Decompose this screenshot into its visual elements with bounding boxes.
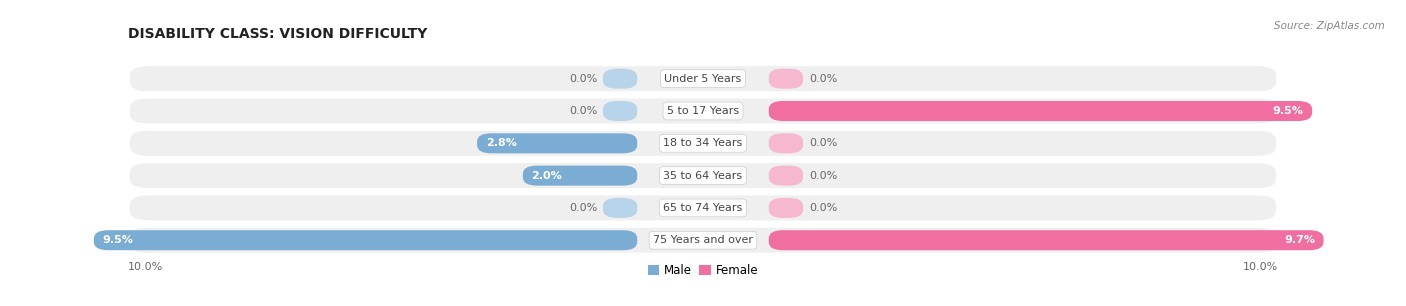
FancyBboxPatch shape xyxy=(94,230,637,250)
FancyBboxPatch shape xyxy=(603,198,637,218)
FancyBboxPatch shape xyxy=(128,226,1278,254)
FancyBboxPatch shape xyxy=(769,133,803,153)
Legend: Male, Female: Male, Female xyxy=(643,259,763,282)
FancyBboxPatch shape xyxy=(128,65,1278,93)
FancyBboxPatch shape xyxy=(128,194,1278,222)
Text: Under 5 Years: Under 5 Years xyxy=(665,74,741,84)
Text: 0.0%: 0.0% xyxy=(569,74,598,84)
FancyBboxPatch shape xyxy=(603,69,637,89)
FancyBboxPatch shape xyxy=(769,101,1312,121)
Text: 65 to 74 Years: 65 to 74 Years xyxy=(664,203,742,213)
Text: 75 Years and over: 75 Years and over xyxy=(652,235,754,245)
Text: 0.0%: 0.0% xyxy=(808,138,837,148)
Text: 2.8%: 2.8% xyxy=(485,138,516,148)
FancyBboxPatch shape xyxy=(523,166,637,186)
Text: 2.0%: 2.0% xyxy=(531,171,562,181)
Text: 18 to 34 Years: 18 to 34 Years xyxy=(664,138,742,148)
FancyBboxPatch shape xyxy=(769,198,803,218)
Text: 9.7%: 9.7% xyxy=(1284,235,1315,245)
Text: 0.0%: 0.0% xyxy=(808,171,837,181)
Text: 0.0%: 0.0% xyxy=(569,106,598,116)
FancyBboxPatch shape xyxy=(128,161,1278,190)
FancyBboxPatch shape xyxy=(603,101,637,121)
Text: 0.0%: 0.0% xyxy=(808,74,837,84)
FancyBboxPatch shape xyxy=(128,129,1278,158)
Text: 0.0%: 0.0% xyxy=(808,203,837,213)
FancyBboxPatch shape xyxy=(769,230,1323,250)
Text: Source: ZipAtlas.com: Source: ZipAtlas.com xyxy=(1274,21,1385,32)
Text: 5 to 17 Years: 5 to 17 Years xyxy=(666,106,740,116)
Text: 9.5%: 9.5% xyxy=(1272,106,1303,116)
Text: 9.5%: 9.5% xyxy=(103,235,134,245)
Text: 10.0%: 10.0% xyxy=(1243,262,1278,272)
FancyBboxPatch shape xyxy=(477,133,637,153)
Text: 10.0%: 10.0% xyxy=(128,262,163,272)
Text: 0.0%: 0.0% xyxy=(569,203,598,213)
FancyBboxPatch shape xyxy=(769,166,803,186)
Text: 35 to 64 Years: 35 to 64 Years xyxy=(664,171,742,181)
FancyBboxPatch shape xyxy=(128,97,1278,125)
FancyBboxPatch shape xyxy=(769,69,803,89)
Text: DISABILITY CLASS: VISION DIFFICULTY: DISABILITY CLASS: VISION DIFFICULTY xyxy=(128,27,427,41)
